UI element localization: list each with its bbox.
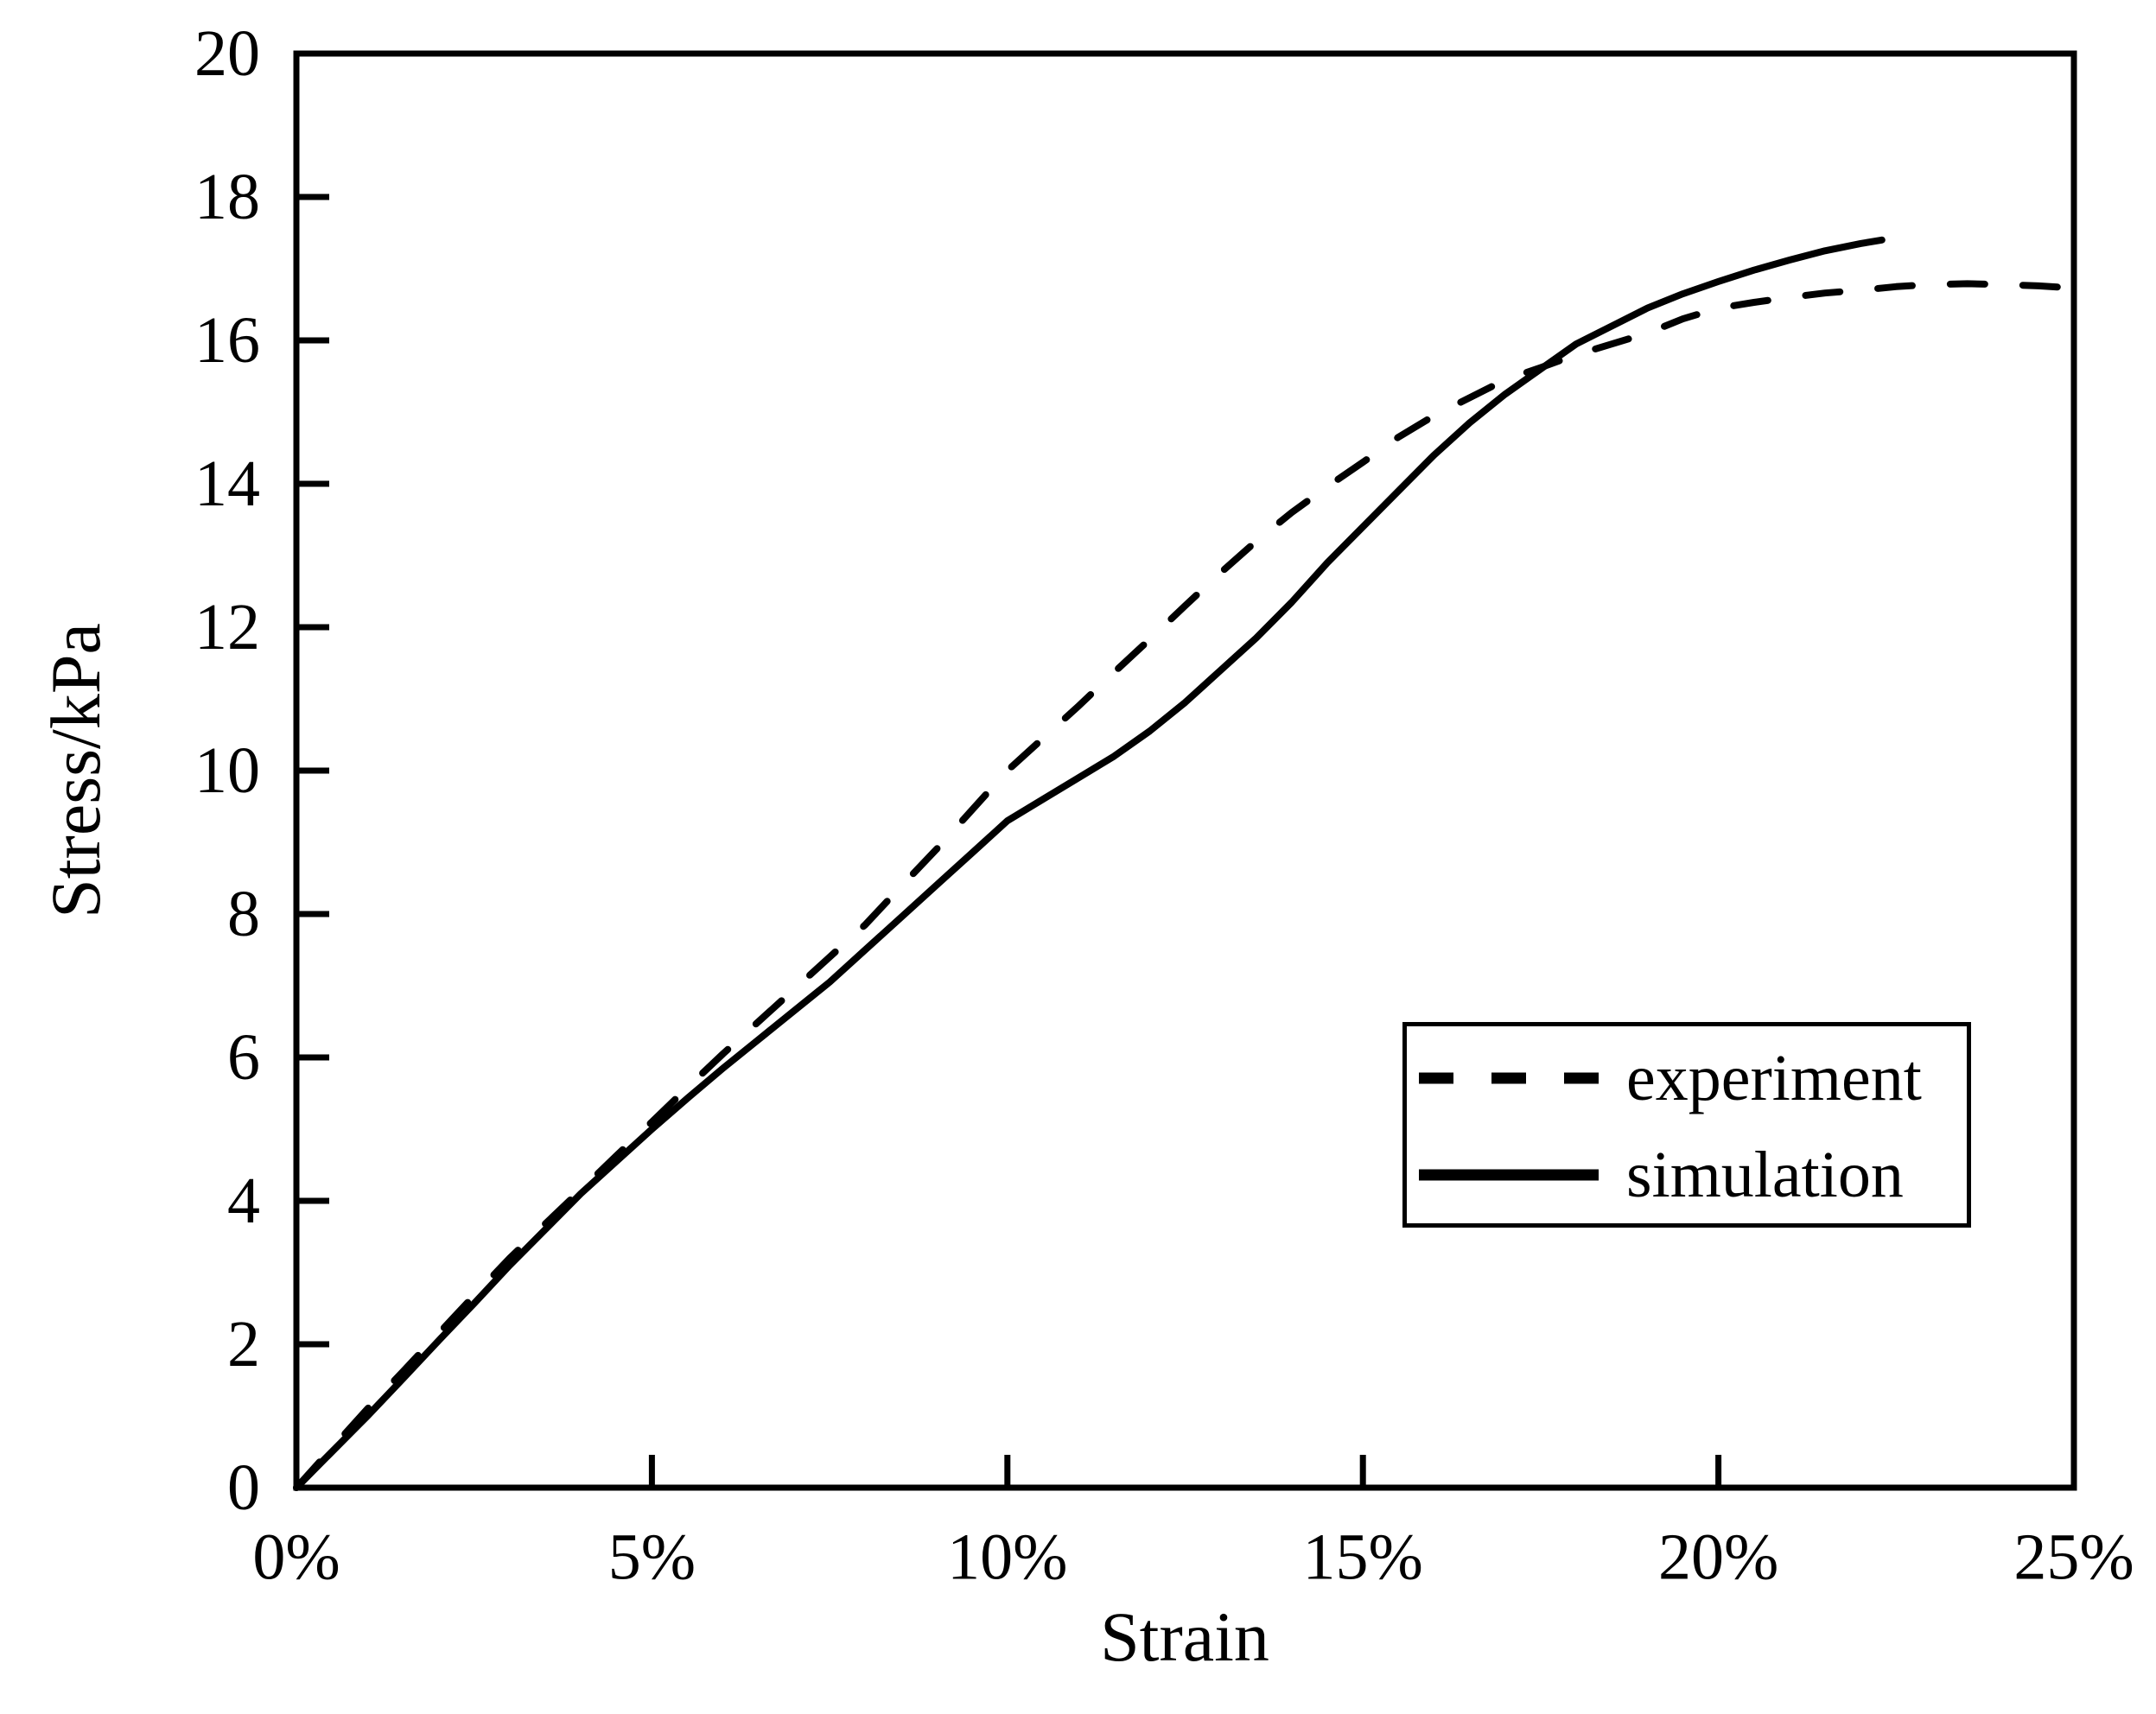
legend-label-simulation: simulation (1626, 1139, 1904, 1211)
solid-line-sample (1419, 1169, 1599, 1181)
legend-box: experiment simulation (1402, 1022, 1971, 1228)
y-axis-title: Stress/kPa (36, 623, 115, 918)
legend-row-experiment: experiment (1417, 1045, 1922, 1111)
x-tick-label: 25% (2013, 1521, 2134, 1594)
legend-label-experiment: experiment (1626, 1042, 1922, 1114)
y-tick-label: 0 (227, 1451, 260, 1524)
dashed-line-sample (1419, 1072, 1599, 1084)
plot-frame (293, 50, 2077, 1491)
y-tick-label: 12 (194, 591, 260, 663)
y-tick-label: 16 (194, 304, 260, 377)
x-tick-label: 0% (252, 1521, 340, 1594)
y-tick-label: 20 (194, 17, 260, 90)
x-tick-label: 5% (608, 1521, 696, 1594)
curve-simulation (293, 236, 1886, 1491)
y-tick-label: 18 (194, 161, 260, 233)
legend-row-simulation: simulation (1417, 1142, 1904, 1208)
y-tick-label: 10 (194, 734, 260, 807)
curve-experiment (293, 280, 2077, 1491)
y-tick-label: 4 (227, 1165, 260, 1237)
y-tick-label: 14 (194, 448, 260, 520)
y-tick-label: 6 (227, 1021, 260, 1094)
x-axis-title: Strain (1100, 1597, 1269, 1676)
x-tick-label: 15% (1303, 1521, 1423, 1594)
y-tick-label: 2 (227, 1308, 260, 1381)
x-tick-label: 10% (947, 1521, 1067, 1594)
y-tick-label: 8 (227, 878, 260, 950)
x-tick-label: 20% (1658, 1521, 1778, 1594)
